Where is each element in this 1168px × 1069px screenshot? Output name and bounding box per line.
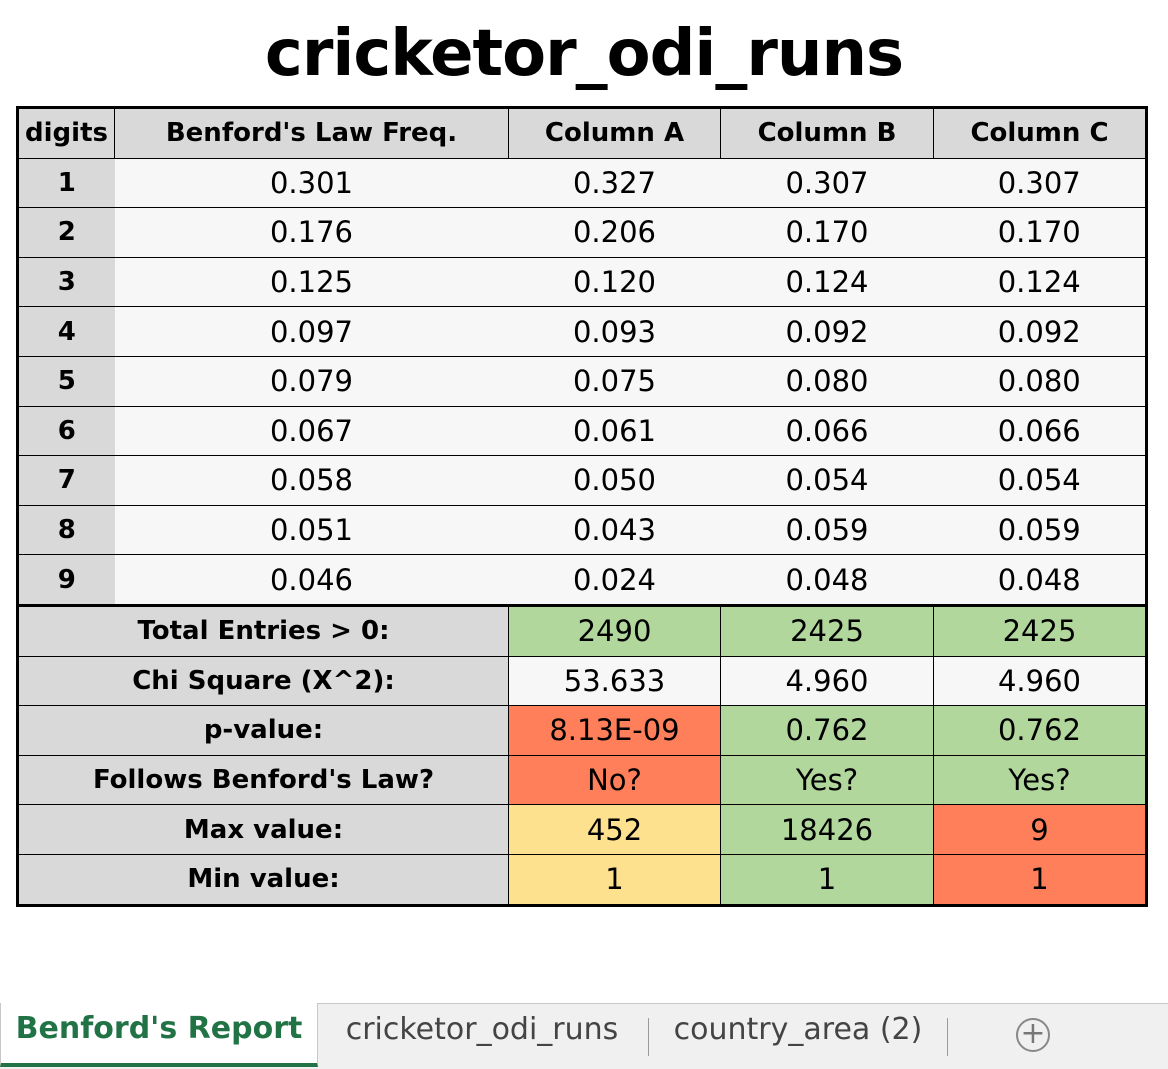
summary-column-a-cell[interactable]: 53.633 — [508, 655, 721, 707]
column-b-cell[interactable]: 0.170 — [720, 207, 934, 258]
header-benford-freq[interactable]: Benford's Law Freq. — [114, 107, 509, 159]
benford-freq-cell[interactable]: 0.125 — [114, 256, 509, 308]
digit-cell[interactable]: 1 — [17, 157, 115, 209]
summary-column-b-cell[interactable]: 18426 — [720, 804, 934, 855]
column-b-cell[interactable]: 0.080 — [720, 355, 934, 407]
column-c-cell[interactable]: 0.059 — [933, 504, 1147, 556]
column-b-cell[interactable]: 0.092 — [720, 306, 934, 357]
table-row: 8 0.051 0.043 0.059 0.059 — [17, 504, 1147, 556]
summary-row: Min value: 1 1 1 — [17, 853, 1147, 906]
column-c-cell[interactable]: 0.170 — [933, 207, 1147, 258]
summary-label[interactable]: Follows Benford's Law? — [17, 754, 509, 806]
summary-column-b-cell[interactable]: Yes? — [720, 754, 934, 806]
summary-label[interactable]: Total Entries > 0: — [17, 603, 509, 657]
benford-freq-cell[interactable]: 0.176 — [114, 207, 509, 258]
summary-column-c-cell[interactable]: 9 — [933, 804, 1147, 855]
column-a-cell[interactable]: 0.206 — [508, 207, 721, 258]
summary-column-a-cell[interactable]: 2490 — [508, 603, 721, 657]
column-b-cell[interactable]: 0.124 — [720, 256, 934, 308]
header-column-a[interactable]: Column A — [508, 107, 721, 159]
summary-column-a-cell[interactable]: 452 — [508, 804, 721, 855]
header-digits[interactable]: digits — [17, 107, 115, 159]
benford-freq-cell[interactable]: 0.097 — [114, 306, 509, 357]
summary-label[interactable]: Chi Square (X^2): — [17, 655, 509, 707]
summary-column-c-cell[interactable]: 2425 — [933, 603, 1147, 657]
column-a-cell[interactable]: 0.075 — [508, 355, 721, 407]
digit-cell[interactable]: 4 — [17, 306, 115, 357]
summary-column-c-cell[interactable]: 0.762 — [933, 705, 1147, 756]
tab-separator — [947, 1018, 948, 1056]
table-row: 3 0.125 0.120 0.124 0.124 — [17, 256, 1147, 308]
benford-freq-cell[interactable]: 0.046 — [114, 554, 509, 606]
table-row: 7 0.058 0.050 0.054 0.054 — [17, 455, 1147, 506]
tab-separator — [648, 1018, 649, 1056]
column-b-cell[interactable]: 0.066 — [720, 405, 934, 457]
column-c-cell[interactable]: 0.124 — [933, 256, 1147, 308]
sheet-tab-country-area-2[interactable]: country_area (2) — [673, 1012, 923, 1047]
sheet-tab-benfords-report[interactable]: Benford's Report — [0, 1003, 318, 1067]
table-row: 5 0.079 0.075 0.080 0.080 — [17, 355, 1147, 407]
summary-label[interactable]: Min value: — [17, 853, 509, 906]
table-row: 1 0.301 0.327 0.307 0.307 — [17, 157, 1147, 209]
column-a-cell[interactable]: 0.120 — [508, 256, 721, 308]
column-b-cell[interactable]: 0.048 — [720, 554, 934, 606]
digit-cell[interactable]: 8 — [17, 504, 115, 556]
column-a-cell[interactable]: 0.050 — [508, 455, 721, 506]
column-b-cell[interactable]: 0.307 — [720, 157, 934, 209]
benford-table: digits Benford's Law Freq. Column A Colu… — [16, 106, 1148, 907]
column-a-cell[interactable]: 0.093 — [508, 306, 721, 357]
summary-row: p-value: 8.13E-09 0.762 0.762 — [17, 705, 1147, 756]
summary-column-b-cell[interactable]: 0.762 — [720, 705, 934, 756]
benford-freq-cell[interactable]: 0.067 — [114, 405, 509, 457]
summary-column-a-cell[interactable]: 1 — [508, 853, 721, 906]
report-title: cricketor_odi_runs — [264, 17, 904, 91]
digit-cell[interactable]: 5 — [17, 355, 115, 407]
column-b-cell[interactable]: 0.059 — [720, 504, 934, 556]
column-a-cell[interactable]: 0.061 — [508, 405, 721, 457]
column-c-cell[interactable]: 0.054 — [933, 455, 1147, 506]
table-row: 2 0.176 0.206 0.170 0.170 — [17, 207, 1147, 258]
benford-freq-cell[interactable]: 0.301 — [114, 157, 509, 209]
summary-column-c-cell[interactable]: Yes? — [933, 754, 1147, 806]
summary-row: Total Entries > 0: 2490 2425 2425 — [17, 603, 1147, 657]
summary-label[interactable]: p-value: — [17, 705, 509, 756]
digit-cell[interactable]: 2 — [17, 207, 115, 258]
column-c-cell[interactable]: 0.092 — [933, 306, 1147, 357]
summary-column-a-cell[interactable]: No? — [508, 754, 721, 806]
header-column-b[interactable]: Column B — [720, 107, 934, 159]
header-row: digits Benford's Law Freq. Column A Colu… — [17, 107, 1147, 159]
table-row: 9 0.046 0.024 0.048 0.048 — [17, 554, 1147, 606]
plus-circle-icon[interactable]: + — [1016, 1018, 1050, 1052]
digit-cell[interactable]: 3 — [17, 256, 115, 308]
summary-column-c-cell[interactable]: 4.960 — [933, 655, 1147, 707]
table-row: 6 0.067 0.061 0.066 0.066 — [17, 405, 1147, 457]
benford-freq-cell[interactable]: 0.058 — [114, 455, 509, 506]
digit-cell[interactable]: 7 — [17, 455, 115, 506]
sheet-tab-cricketor-odi-runs[interactable]: cricketor_odi_runs — [345, 1012, 619, 1047]
column-c-cell[interactable]: 0.048 — [933, 554, 1147, 606]
summary-row: Max value: 452 18426 9 — [17, 804, 1147, 855]
summary-label[interactable]: Max value: — [17, 804, 509, 855]
benford-freq-cell[interactable]: 0.051 — [114, 504, 509, 556]
column-c-cell[interactable]: 0.066 — [933, 405, 1147, 457]
column-a-cell[interactable]: 0.327 — [508, 157, 721, 209]
summary-column-b-cell[interactable]: 2425 — [720, 603, 934, 657]
summary-column-b-cell[interactable]: 4.960 — [720, 655, 934, 707]
table-row: 4 0.097 0.093 0.092 0.092 — [17, 306, 1147, 357]
summary-column-b-cell[interactable]: 1 — [720, 853, 934, 906]
digit-cell[interactable]: 9 — [17, 554, 115, 606]
column-c-cell[interactable]: 0.080 — [933, 355, 1147, 407]
column-a-cell[interactable]: 0.024 — [508, 554, 721, 606]
summary-column-a-cell[interactable]: 8.13E-09 — [508, 705, 721, 756]
sheet-tab-bar: Benford's Report cricketor_odi_runs coun… — [0, 1003, 1168, 1069]
column-a-cell[interactable]: 0.043 — [508, 504, 721, 556]
summary-row: Follows Benford's Law? No? Yes? Yes? — [17, 754, 1147, 806]
column-c-cell[interactable]: 0.307 — [933, 157, 1147, 209]
summary-column-c-cell[interactable]: 1 — [933, 853, 1147, 906]
digit-cell[interactable]: 6 — [17, 405, 115, 457]
summary-row: Chi Square (X^2): 53.633 4.960 4.960 — [17, 655, 1147, 707]
benford-freq-cell[interactable]: 0.079 — [114, 355, 509, 407]
column-b-cell[interactable]: 0.054 — [720, 455, 934, 506]
header-column-c[interactable]: Column C — [933, 107, 1147, 159]
